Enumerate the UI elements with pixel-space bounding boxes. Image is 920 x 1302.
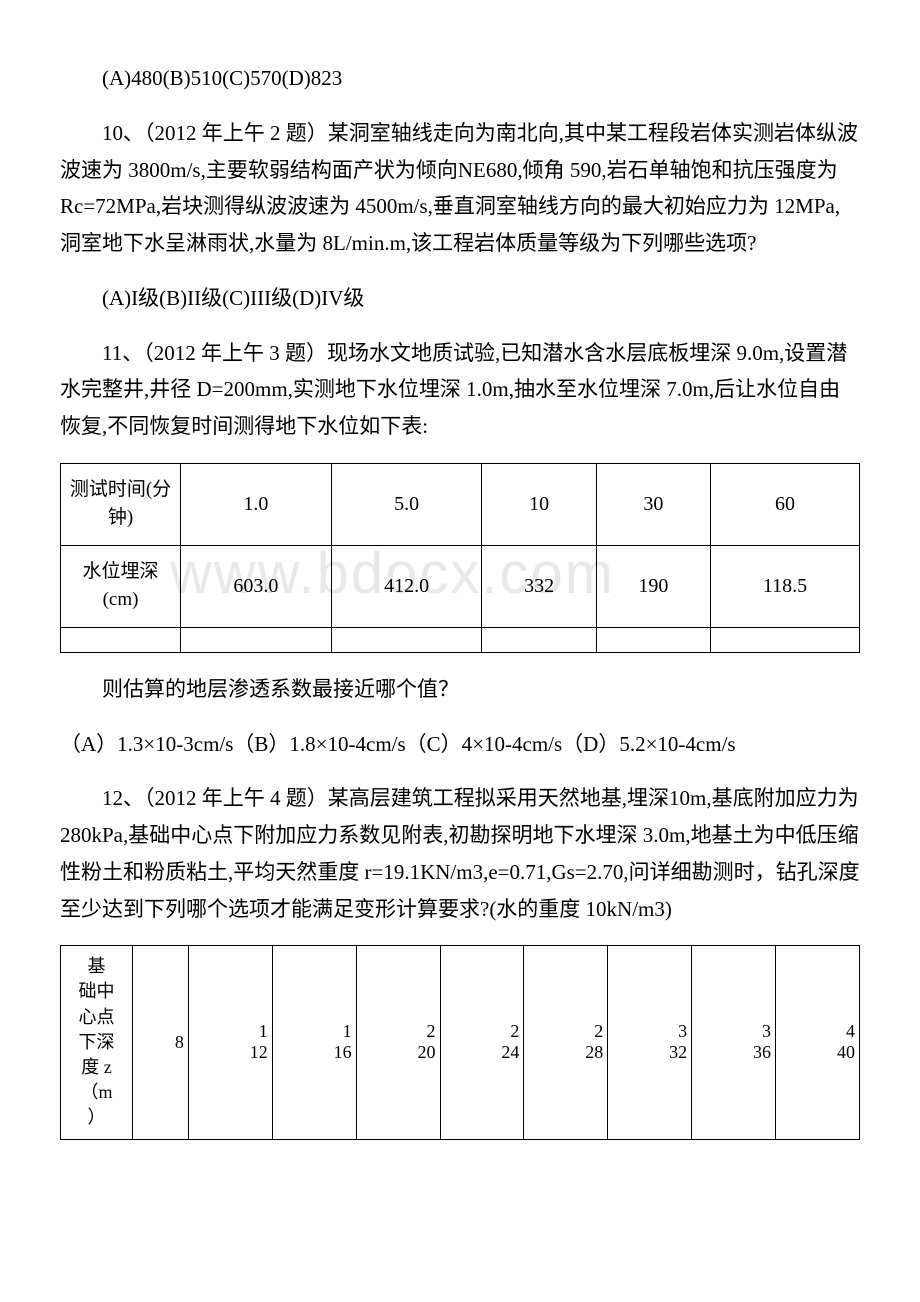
table-cell: 603.0 [181, 545, 332, 627]
q11-followup: 则估算的地层渗透系数最接近哪个值？ [60, 671, 860, 708]
table-cell: 228 [524, 946, 608, 1139]
q9-options: (A)480(B)510(C)570(D)823 [60, 60, 860, 97]
table-row: 测试时间(分钟) 1.0 5.0 10 30 60 [61, 463, 860, 545]
table-row-empty [61, 627, 860, 652]
table-cell: 332 [608, 946, 692, 1139]
table-row: 基础中心点下深度 z（m） 8 112 116 220 224 228 332 … [61, 946, 860, 1139]
table-cell [181, 627, 332, 652]
q12-text: 12、（2012 年上午 4 题）某高层建筑工程拟采用天然地基,埋深10m,基底… [60, 780, 860, 927]
table-cell: 112 [188, 946, 272, 1139]
q11-answer: （A）1.3×10-3cm/s（B）1.8×10-4cm/s（C）4×10-4c… [60, 726, 860, 763]
table-cell [596, 627, 710, 652]
q10-text: 10、（2012 年上午 2 题）某洞室轴线走向为南北向,其中某工程段岩体实测岩… [60, 115, 860, 262]
table-cell [711, 627, 860, 652]
document-content: (A)480(B)510(C)570(D)823 10、（2012 年上午 2 … [60, 60, 860, 1140]
q11-table: 测试时间(分钟) 1.0 5.0 10 30 60 水位埋深(cm) 603.0… [60, 463, 860, 653]
table-cell [61, 627, 181, 652]
table-cell: 220 [356, 946, 440, 1139]
table-cell: 332 [482, 545, 596, 627]
table-cell: 118.5 [711, 545, 860, 627]
q11-text: 11、（2012 年上午 3 题）现场水文地质试验,已知潜水含水层底板埋深 9.… [60, 335, 860, 445]
table-cell: 412.0 [331, 545, 482, 627]
table-cell: 224 [440, 946, 524, 1139]
table2-label: 基础中心点下深度 z（m） [61, 946, 133, 1139]
table-cell: 190 [596, 545, 710, 627]
table-cell: 116 [272, 946, 356, 1139]
q10-options: (A)I级(B)II级(C)III级(D)IV级 [60, 280, 860, 317]
table-cell: 440 [776, 946, 860, 1139]
table-cell: 8 [133, 946, 189, 1139]
table-cell: 336 [692, 946, 776, 1139]
table-cell: 1.0 [181, 463, 332, 545]
table-cell: 10 [482, 463, 596, 545]
table-cell [331, 627, 482, 652]
table-cell: 60 [711, 463, 860, 545]
table-cell: 5.0 [331, 463, 482, 545]
table-cell: 30 [596, 463, 710, 545]
q12-table: 基础中心点下深度 z（m） 8 112 116 220 224 228 332 … [60, 945, 860, 1139]
table1-row1-label: 测试时间(分钟) [61, 463, 181, 545]
table1-row2-label: 水位埋深(cm) [61, 545, 181, 627]
table-row: 水位埋深(cm) 603.0 412.0 332 190 118.5 [61, 545, 860, 627]
table-cell [482, 627, 596, 652]
